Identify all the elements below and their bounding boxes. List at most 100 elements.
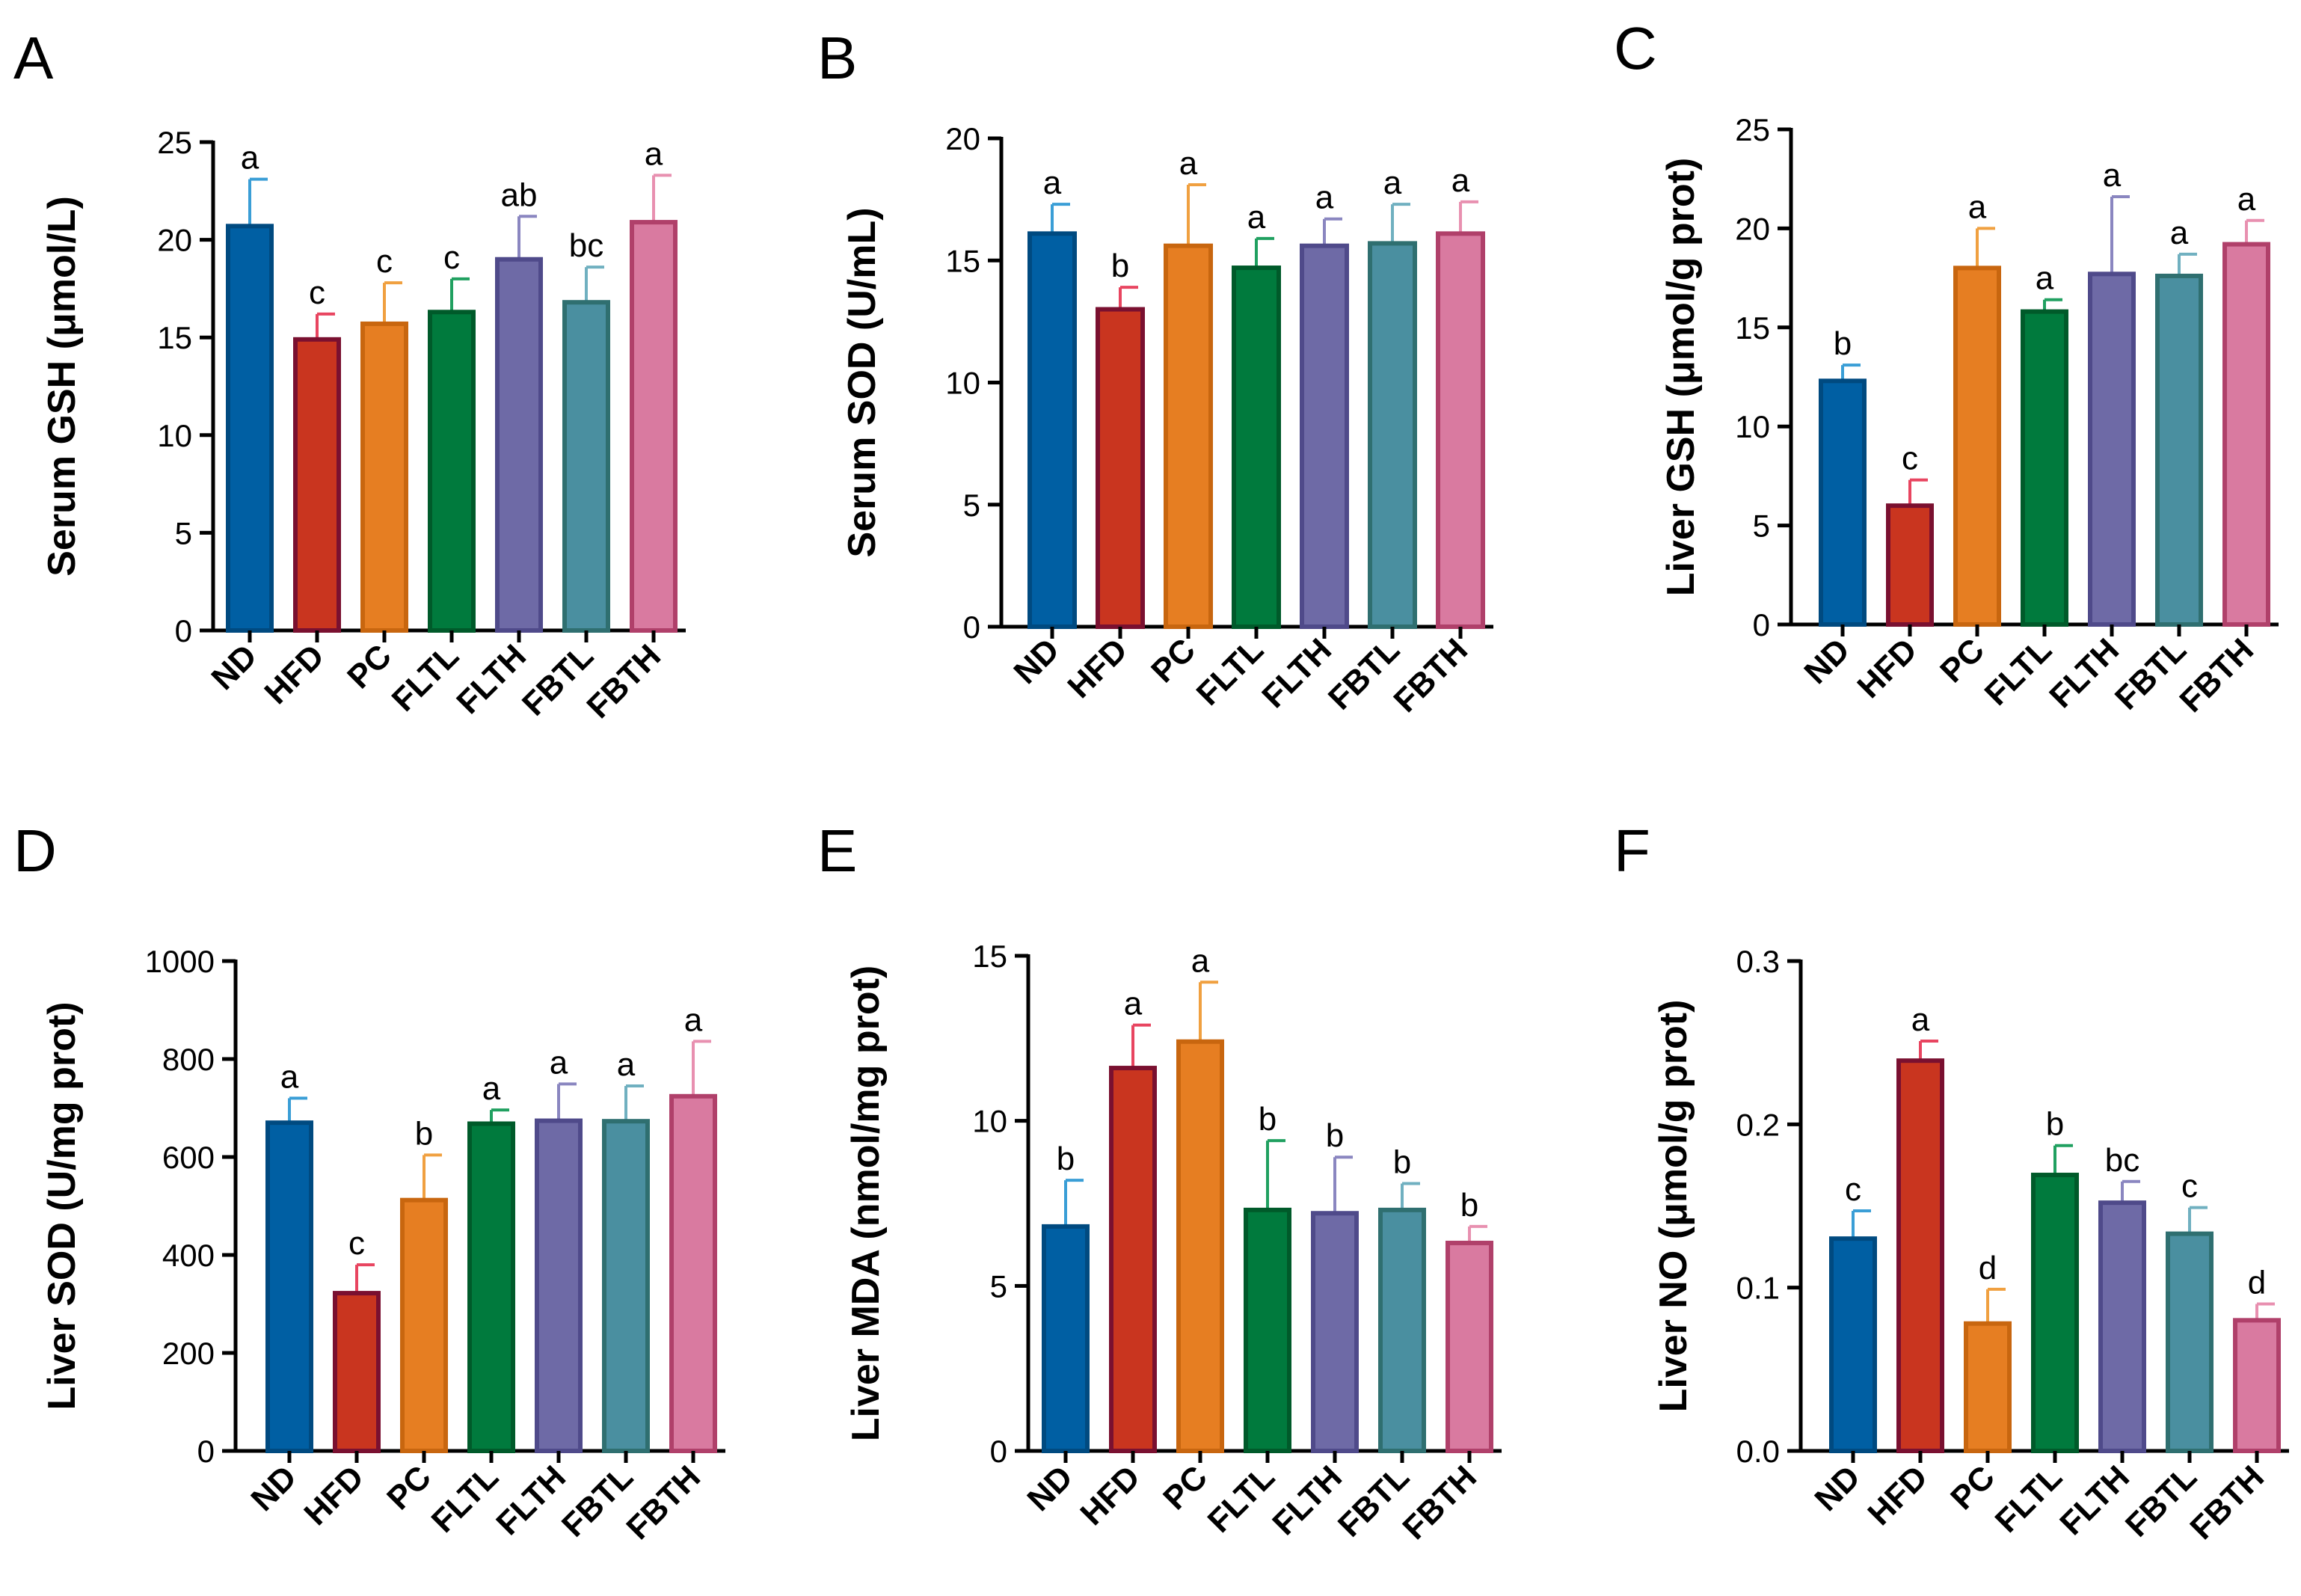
y-tick-label: 20: [157, 223, 192, 258]
category-label: FLTH: [489, 1458, 573, 1542]
significance-label: a: [1451, 162, 1470, 199]
significance-label: c: [348, 1225, 365, 1262]
category-label: HFD: [1850, 631, 1924, 705]
category-label: FLTH: [2053, 1458, 2136, 1542]
bar-fltl: [428, 310, 476, 633]
bar-nd: [1042, 1224, 1090, 1453]
y-tick-label: 0: [963, 610, 980, 645]
bar-fbth: [2233, 1318, 2281, 1454]
category-label: FLTH: [2042, 631, 2126, 715]
significance-label: a: [2036, 260, 2054, 297]
significance-label: a: [550, 1044, 568, 1081]
y-tick-label: 0: [990, 1434, 1007, 1469]
category-label: FBTL: [2119, 1458, 2204, 1544]
bar-pc: [360, 321, 408, 633]
y-axis-label: Liver SOD (U/mg prot): [40, 1001, 84, 1410]
y-tick-label: 20: [945, 121, 980, 156]
y-axis-label: Liver NO (μmol/g prot): [1652, 1000, 1695, 1413]
significance-label: b: [2046, 1106, 2064, 1143]
category-label: FBTL: [2108, 631, 2193, 716]
y-tick-label: 600: [162, 1140, 215, 1175]
significance-label: a: [1043, 165, 1062, 201]
bar-flth: [1311, 1211, 1359, 1453]
significance-label: b: [415, 1115, 433, 1152]
y-tick-label: 15: [945, 243, 980, 278]
bar-nd: [1027, 231, 1077, 629]
y-tick-label: 15: [1735, 310, 1770, 346]
significance-label: a: [2237, 181, 2256, 218]
y-axis-label: Liver GSH (μmol/g prot): [1659, 158, 1703, 597]
bar-flth: [495, 257, 543, 633]
significance-label: a: [1911, 1001, 1930, 1038]
bar-fbtl: [2166, 1231, 2214, 1454]
category-label: FBTH: [2183, 1458, 2271, 1547]
significance-label: a: [280, 1058, 299, 1095]
bar-hfd: [1886, 503, 1934, 627]
significance-label: b: [1460, 1187, 1478, 1224]
significance-label: a: [482, 1070, 501, 1107]
category-label: ND: [1807, 1458, 1867, 1518]
significance-label: a: [2170, 215, 2189, 251]
significance-label: b: [1111, 248, 1129, 284]
category-label: FBTH: [1386, 631, 1475, 719]
significance-label: a: [645, 135, 663, 172]
category-label: FBTL: [1321, 631, 1407, 716]
category-label: FLTL: [1988, 1458, 2069, 1539]
panel-letter: D: [13, 817, 57, 884]
y-tick-label: 5: [1753, 509, 1770, 544]
bar-pc: [400, 1197, 448, 1453]
category-label: HFD: [297, 1458, 371, 1532]
category-label: ND: [244, 1458, 304, 1518]
significance-label: c: [1902, 441, 1918, 477]
panel-letter: C: [1614, 15, 1657, 82]
category-label: ND: [204, 637, 264, 697]
y-tick-label: 5: [990, 1268, 1007, 1304]
y-axis-label: Serum GSH (μmol/L): [40, 196, 84, 577]
category-label: HFD: [1060, 631, 1134, 705]
y-tick-label: 10: [972, 1104, 1007, 1139]
significance-label: bc: [2105, 1142, 2139, 1179]
significance-label: b: [1057, 1141, 1075, 1177]
y-tick-label: 800: [162, 1042, 215, 1077]
y-tick-label: 25: [157, 125, 192, 160]
y-tick-label: 15: [972, 939, 1007, 974]
bar-fltl: [2021, 309, 2068, 627]
significance-label: a: [1179, 145, 1198, 182]
y-tick-label: 0.3: [1736, 944, 1780, 979]
significance-label: b: [1326, 1117, 1344, 1154]
bar-fbtl: [1368, 241, 1417, 629]
panel-d: D 0 200 400 600 800 1000 Liver SOD (U/mg prot) a…: [13, 817, 725, 1547]
y-tick-label: 0.1: [1736, 1271, 1780, 1306]
bar-fbth: [1436, 231, 1485, 629]
y-axis-label: Serum SOD (U/mL): [841, 207, 884, 557]
bar-flth: [2088, 271, 2136, 627]
significance-label: a: [1315, 179, 1334, 216]
category-label: FLTL: [385, 637, 466, 718]
bar-nd: [1829, 1236, 1877, 1453]
bar-hfd: [1896, 1058, 1944, 1453]
category-label: FBTH: [2172, 631, 2261, 719]
category-label: HFD: [257, 637, 331, 711]
category-label: HFD: [1861, 1458, 1935, 1532]
significance-label: a: [1383, 165, 1402, 201]
y-tick-label: 0: [1753, 607, 1770, 642]
category-label: FLTL: [425, 1458, 506, 1539]
significance-label: ab: [501, 177, 538, 213]
category-label: FBTH: [619, 1458, 707, 1547]
significance-label: c: [309, 274, 325, 311]
category-label: FLTH: [449, 637, 533, 721]
bar-pc: [1176, 1039, 1224, 1454]
y-tick-label: 0: [175, 613, 192, 648]
category-label: FBTH: [1395, 1458, 1484, 1547]
panel-b: B 0 5 10 15 20 Serum SOD (U/mL) a ND b HFD a PC a FLTL…: [817, 25, 1493, 719]
y-tick-label: 15: [157, 320, 192, 355]
category-label: FBTH: [580, 637, 668, 725]
category-label: PC: [1144, 631, 1202, 690]
y-tick-label: 0.2: [1736, 1107, 1780, 1142]
y-tick-label: 5: [963, 488, 980, 523]
panel-letter: F: [1614, 817, 1650, 884]
significance-label: c: [1845, 1171, 1861, 1208]
